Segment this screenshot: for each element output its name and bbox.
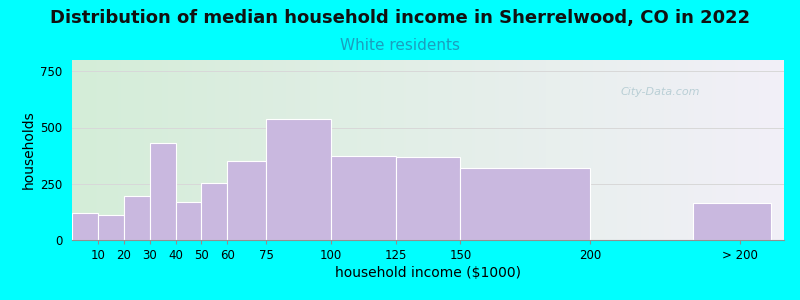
Bar (331, 156, 396, 240)
Bar (460, 168, 590, 240)
Bar (202, 183, 227, 240)
Bar (266, 118, 331, 240)
Bar (396, 157, 460, 240)
Bar (227, 161, 266, 240)
Text: City-Data.com: City-Data.com (620, 87, 700, 98)
X-axis label: household income ($1000): household income ($1000) (335, 266, 521, 280)
Y-axis label: households: households (22, 111, 36, 189)
Bar (150, 143, 175, 240)
Bar (175, 202, 202, 240)
Text: White residents: White residents (340, 38, 460, 52)
Bar (694, 203, 771, 240)
Text: Distribution of median household income in Sherrelwood, CO in 2022: Distribution of median household income … (50, 9, 750, 27)
Bar (72, 213, 98, 240)
Bar (124, 196, 150, 240)
Bar (98, 215, 124, 240)
